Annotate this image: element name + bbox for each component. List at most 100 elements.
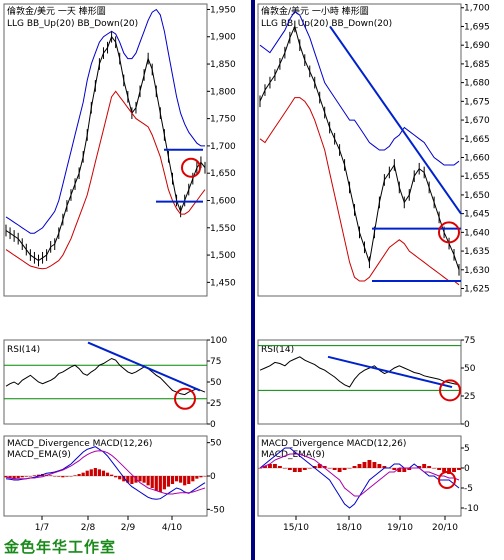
right-price-tick-label: 1,695 — [464, 22, 490, 32]
right-macd-divergence-bar — [352, 466, 357, 468]
left-macd-divergence-bar — [162, 476, 166, 490]
right-macd-divergence-bar — [397, 468, 402, 472]
right-macd-divergence-bar — [263, 466, 267, 468]
right-macd-divergence-bar — [357, 464, 362, 468]
left-macd-divergence-bar — [195, 476, 199, 479]
left-macd-divergence-bar — [158, 476, 162, 492]
right-price-tick-label: 1,635 — [464, 247, 490, 257]
left-macd-divergence-bar — [77, 474, 81, 476]
left-macd-divergence-bar — [36, 474, 41, 476]
left-macd-divergence-bar — [12, 476, 16, 479]
left-rsi-tick-label: 50 — [210, 378, 222, 388]
right-macd-divergence-bar — [452, 468, 456, 472]
left-price-series-bb-down — [5, 90, 206, 270]
studio-label: 金色年华工作室 — [4, 538, 117, 556]
left-macd-tick-label: -50 — [210, 505, 225, 515]
left-price-tick-label: 1,700 — [210, 142, 236, 152]
right-price-frame — [257, 3, 462, 297]
left-price-tick-label: 1,500 — [210, 251, 236, 261]
left-macd-divergence-bar — [122, 476, 126, 482]
left-macd-divergence-bar — [4, 476, 8, 478]
left-macd-divergence-bar — [28, 476, 32, 477]
left-macd-divergence-bar — [114, 476, 118, 478]
left-price-tick-label: 1,550 — [210, 224, 236, 234]
left-price-tick-label: 1,800 — [210, 87, 236, 97]
left-macd-divergence-bar — [89, 469, 93, 476]
right-rsi-tick-label: 0 — [464, 420, 470, 430]
left-macd-divergence-bar — [166, 476, 171, 487]
left-macd-divergence-bar — [24, 476, 28, 477]
left-price-tick-label: 1,450 — [210, 278, 236, 288]
left-highlight-circle — [181, 157, 201, 178]
right-price-tick-label: 1,630 — [464, 266, 490, 276]
left-macd-divergence-bar — [65, 476, 69, 477]
right-macd-divergence-bar — [282, 468, 287, 469]
left-macd-divergence-bar — [130, 476, 134, 484]
right-price-tick-label: 1,645 — [464, 210, 490, 220]
right-price-tick-label: 1,700 — [464, 4, 490, 14]
right-price-series-bb-up — [259, 10, 460, 166]
right-macd-circle — [438, 471, 456, 489]
right-x-tick-label: 15/10 — [283, 523, 309, 533]
left-macd-divergence-bar — [138, 476, 142, 482]
right-price-tick-label: 1,670 — [464, 116, 490, 126]
left-rsi-trend-line — [87, 341, 201, 392]
left-rsi-tick-label: 25 — [210, 399, 221, 409]
right-price-tick-label: 1,650 — [464, 191, 490, 201]
right-x-tick-label: 20/10 — [432, 523, 458, 533]
right-rsi-circle — [439, 379, 461, 402]
right-macd-legend-line2: MACD_EMA(9) — [261, 450, 325, 460]
right-macd-series-macd-ema — [259, 453, 460, 497]
right-macd-divergence-bar — [347, 468, 352, 469]
right-macd-divergence-bar — [287, 468, 292, 470]
left-macd-divergence-bar — [174, 476, 179, 482]
right-macd-divergence-bar — [277, 466, 282, 468]
left-macd-divergence-bar — [8, 476, 12, 478]
left-price-tick-label: 1,650 — [210, 169, 236, 179]
left-macd-divergence-bar — [118, 476, 122, 480]
left-macd-divergence-bar — [81, 472, 85, 476]
left-macd-divergence-bar — [53, 476, 57, 477]
right-macd-divergence-bar — [292, 468, 297, 472]
right-macd-divergence-bar — [302, 468, 307, 470]
left-macd-divergence-bar — [170, 476, 175, 484]
right-rsi-trend-line — [327, 355, 453, 389]
right-macd-divergence-bar — [447, 468, 451, 474]
right-macd-divergence-bar — [457, 468, 461, 470]
right-price-tick-label: 1,625 — [464, 285, 490, 295]
right-macd-divergence-bar — [432, 468, 437, 469]
left-macd-divergence-bar — [93, 468, 97, 476]
right-macd-divergence-bar — [422, 464, 427, 468]
right-price-tick-label: 1,690 — [464, 41, 490, 51]
left-macd-divergence-bar — [32, 475, 37, 476]
right-x-tick-label: 19/10 — [387, 523, 413, 533]
right-price-legend: LLG BB_Up(20) BB_Down(20) — [261, 19, 392, 29]
right-x-tick-label: 18/10 — [336, 523, 362, 533]
left-macd-series-macd — [5, 446, 206, 500]
right-macd-divergence-bar — [327, 468, 332, 469]
left-x-tick-label: 2/9 — [121, 523, 136, 533]
right-price-tick-label: 1,685 — [464, 60, 490, 70]
right-rsi-series-rsi — [259, 356, 460, 388]
right-rsi-tick-label: 25 — [464, 392, 475, 402]
left-price-tick-label: 1,900 — [210, 33, 236, 43]
right-macd-divergence-bar — [417, 466, 422, 468]
left-macd-divergence-bar — [150, 476, 154, 488]
left-macd-divergence-bar — [20, 476, 24, 478]
left-macd-divergence-bar — [61, 476, 65, 478]
right-macd-divergence-bar — [297, 468, 302, 472]
left-macd-divergence-bar — [126, 476, 130, 483]
left-rsi-title: RSI(14) — [7, 345, 40, 355]
left-x-tick-label: 2/8 — [81, 523, 96, 533]
left-macd-divergence-bar — [101, 470, 106, 476]
right-price-tick-label: 1,665 — [464, 135, 490, 145]
right-macd-divergence-bar — [382, 466, 387, 468]
right-highlight-circle — [438, 221, 460, 244]
right-macd-divergence-bar — [307, 468, 312, 469]
left-macd-divergence-bar — [183, 476, 187, 486]
right-macd-tick-label: -5 — [464, 484, 473, 494]
right-price-tick-label: 1,680 — [464, 79, 490, 89]
left-rsi-tick-label: 100 — [210, 336, 227, 346]
right-macd-divergence-bar — [427, 466, 432, 468]
